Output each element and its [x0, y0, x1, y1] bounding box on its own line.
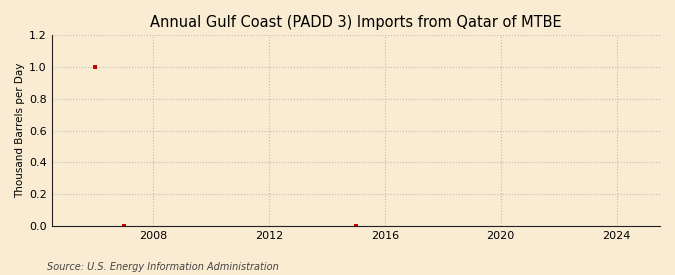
- Y-axis label: Thousand Barrels per Day: Thousand Barrels per Day: [15, 63, 25, 198]
- Title: Annual Gulf Coast (PADD 3) Imports from Qatar of MTBE: Annual Gulf Coast (PADD 3) Imports from …: [150, 15, 562, 30]
- Text: Source: U.S. Energy Information Administration: Source: U.S. Energy Information Administ…: [47, 262, 279, 272]
